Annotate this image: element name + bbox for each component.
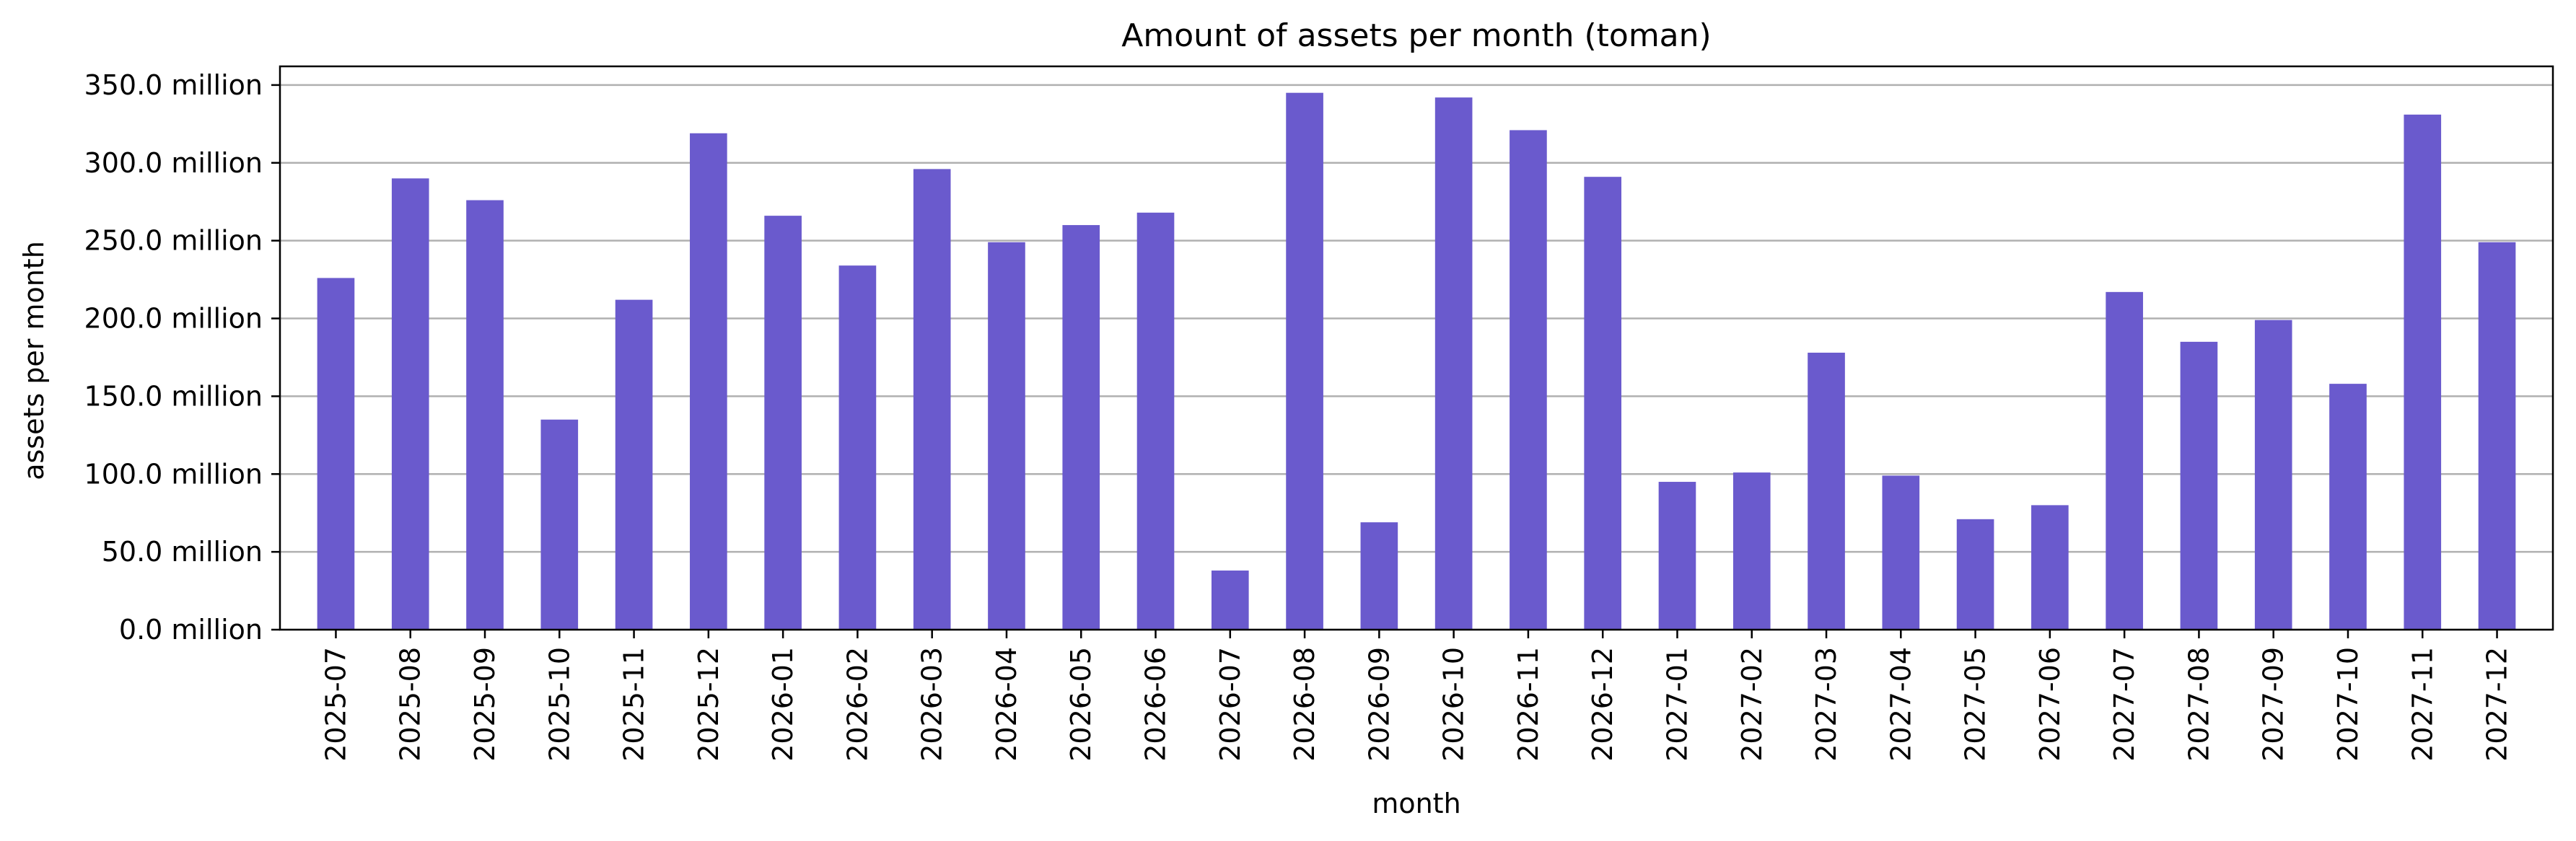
bar-2025-11 <box>615 299 653 630</box>
x-tick-label: 2026-11 <box>1512 647 1544 762</box>
x-tick-label: 2027-10 <box>2332 647 2364 762</box>
x-tick-label: 2026-08 <box>1289 647 1320 762</box>
x-tick-label: 2026-09 <box>1363 647 1395 762</box>
bar-2027-04 <box>1882 475 1920 630</box>
chart-title: Amount of assets per month (toman) <box>1121 17 1711 54</box>
x-axis-label: month <box>1372 788 1460 819</box>
bar-2026-06 <box>1136 212 1175 630</box>
x-tick-label: 2026-12 <box>1587 647 1618 762</box>
y-tick-label: 50.0 million <box>102 536 263 568</box>
y-tick-label: 0.0 million <box>119 614 263 646</box>
plot-frame <box>279 65 2554 631</box>
bar-2027-05 <box>1956 519 1994 630</box>
x-tick-label: 2026-06 <box>1140 647 1172 762</box>
x-tick-label: 2027-06 <box>2034 647 2066 762</box>
x-tick-label: 2027-01 <box>1661 647 1693 762</box>
bar-2027-01 <box>1658 482 1696 630</box>
bars <box>317 92 2516 630</box>
x-tick-label: 2026-01 <box>767 647 799 762</box>
bar-2026-08 <box>1286 92 1323 630</box>
bar-2026-07 <box>1211 571 1249 630</box>
x-tick-label: 2026-02 <box>841 647 873 762</box>
y-tick-label: 350.0 million <box>84 69 263 101</box>
y-tick-label: 100.0 million <box>84 458 263 490</box>
bar-2027-10 <box>2329 384 2367 630</box>
y-tick-label: 250.0 million <box>84 225 263 257</box>
bar-2026-02 <box>838 265 877 630</box>
bar-2026-05 <box>1062 225 1100 630</box>
x-tick-label: 2025-08 <box>395 647 426 762</box>
x-tick-label: 2027-09 <box>2258 647 2290 762</box>
bar-2027-07 <box>2106 291 2143 630</box>
x-tick-label: 2026-05 <box>1065 647 1097 762</box>
bar-2026-11 <box>1510 130 1547 630</box>
x-tick-label: 2027-12 <box>2481 647 2513 762</box>
x-tick-label: 2026-10 <box>1438 647 1470 762</box>
bar-2026-01 <box>764 216 802 630</box>
bar-2025-10 <box>540 419 579 630</box>
x-tick-label: 2027-08 <box>2183 647 2214 762</box>
bar-2025-08 <box>391 178 429 630</box>
y-tick-label: 300.0 million <box>84 147 263 179</box>
x-tick-label: 2025-09 <box>469 647 501 762</box>
x-tick-label: 2026-04 <box>991 647 1022 762</box>
y-axis-label: assets per month <box>18 241 50 480</box>
bar-2025-09 <box>466 200 504 630</box>
bar-2026-04 <box>988 242 1025 630</box>
x-tick-label: 2026-03 <box>916 647 948 762</box>
x-tick-label: 2025-10 <box>543 647 575 762</box>
bar-2026-12 <box>1584 177 1622 630</box>
x-tick-label: 2025-12 <box>693 647 724 762</box>
x-axis-ticks: 2025-07 2025-08 2025-09 2025-10 2025-11 2025-… <box>320 630 2513 762</box>
x-tick-label: 2025-11 <box>618 647 650 762</box>
gridlines <box>280 84 2553 631</box>
y-tick-label: 150.0 million <box>84 380 263 412</box>
x-tick-label: 2027-11 <box>2406 647 2438 762</box>
bar-2026-09 <box>1360 522 1398 630</box>
bar-2025-12 <box>690 133 727 630</box>
y-axis-ticks: 0.0 million 50.0 million 100.0 million 150.… <box>84 69 280 646</box>
bar-2027-02 <box>1732 472 1771 630</box>
x-tick-label: 2027-03 <box>1810 647 1842 762</box>
bar-2027-03 <box>1808 352 1845 630</box>
bar-2026-03 <box>913 169 951 630</box>
bar-2025-07 <box>317 278 355 630</box>
bar-2027-12 <box>2478 242 2516 630</box>
bar-2027-09 <box>2254 320 2292 630</box>
bar-2027-11 <box>2404 114 2442 630</box>
x-tick-label: 2027-05 <box>1960 647 1992 762</box>
bar-2027-08 <box>2180 341 2218 630</box>
x-tick-label: 2027-02 <box>1736 647 1768 762</box>
x-tick-label: 2027-07 <box>2108 647 2140 762</box>
x-tick-label: 2027-04 <box>1885 647 1916 762</box>
bar-2027-06 <box>2031 505 2069 630</box>
y-tick-label: 200.0 million <box>84 303 263 335</box>
bar-2026-10 <box>1434 97 1473 630</box>
x-tick-label: 2025-07 <box>320 647 351 762</box>
x-tick-label: 2026-07 <box>1214 647 1246 762</box>
